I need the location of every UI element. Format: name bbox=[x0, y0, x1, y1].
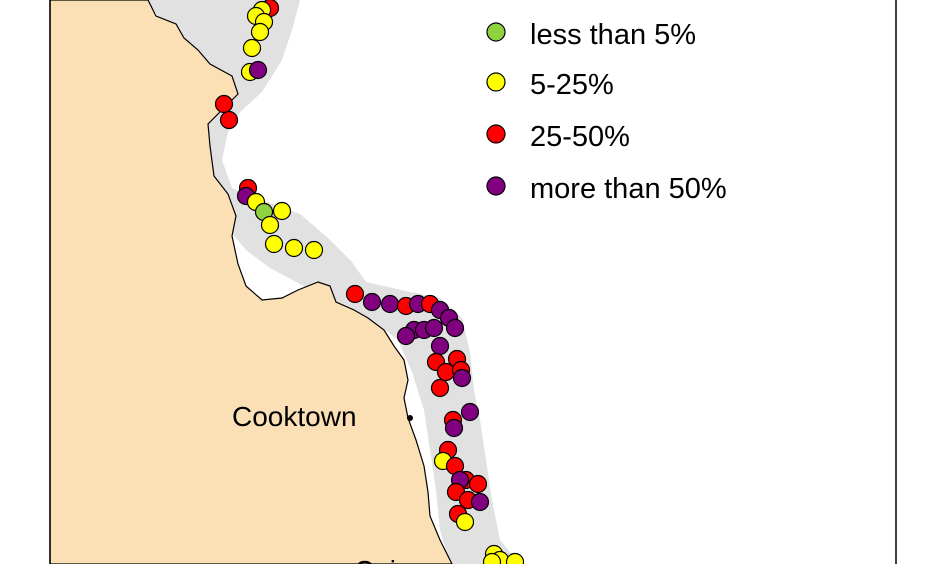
survey-site-marker bbox=[445, 318, 465, 338]
survey-site-marker bbox=[272, 201, 292, 221]
survey-site-marker bbox=[362, 292, 382, 312]
legend-label-less-than-5: less than 5% bbox=[530, 19, 696, 51]
survey-site-marker bbox=[248, 60, 268, 80]
survey-site-marker bbox=[304, 240, 324, 260]
survey-site-marker bbox=[424, 318, 444, 338]
survey-site-marker bbox=[452, 368, 472, 388]
legend-dot-less-than-5 bbox=[486, 22, 506, 42]
survey-site-marker bbox=[242, 38, 262, 58]
survey-site-marker bbox=[444, 418, 464, 438]
reef-shelf bbox=[148, 0, 520, 564]
legend-label-5-25: 5-25% bbox=[530, 69, 614, 101]
survey-site-marker bbox=[468, 474, 488, 494]
survey-sites bbox=[214, 0, 525, 569]
place-label-cairns: Cairns bbox=[354, 555, 435, 564]
legend-label-25-50: 25-50% bbox=[530, 121, 630, 153]
place-label-cooktown: Cooktown bbox=[232, 401, 357, 432]
survey-site-marker bbox=[219, 110, 239, 130]
survey-site-marker bbox=[436, 362, 456, 382]
survey-site-marker bbox=[396, 326, 416, 346]
survey-site-marker bbox=[345, 284, 365, 304]
survey-site-marker bbox=[430, 378, 450, 398]
survey-site-marker bbox=[470, 492, 490, 512]
survey-site-marker bbox=[214, 94, 234, 114]
survey-site-marker bbox=[380, 294, 400, 314]
mainland-queensland bbox=[49, 0, 453, 565]
survey-site-marker bbox=[250, 22, 270, 42]
survey-site-marker bbox=[430, 336, 450, 356]
legend-dot-25-50 bbox=[486, 124, 506, 144]
legend-label-more-than-50: more than 50% bbox=[530, 173, 727, 205]
survey-site-marker bbox=[284, 238, 304, 258]
cooktown-marker bbox=[407, 415, 413, 421]
survey-site-marker bbox=[455, 512, 475, 532]
legend-dot-more-than-50 bbox=[486, 176, 506, 196]
survey-site-marker bbox=[460, 402, 480, 422]
survey-site-marker bbox=[264, 234, 284, 254]
legend: less than 5% 5-25% 25-50% more than 50% bbox=[486, 19, 727, 205]
legend-dot-5-25 bbox=[486, 72, 506, 92]
survey-site-marker bbox=[260, 215, 280, 235]
